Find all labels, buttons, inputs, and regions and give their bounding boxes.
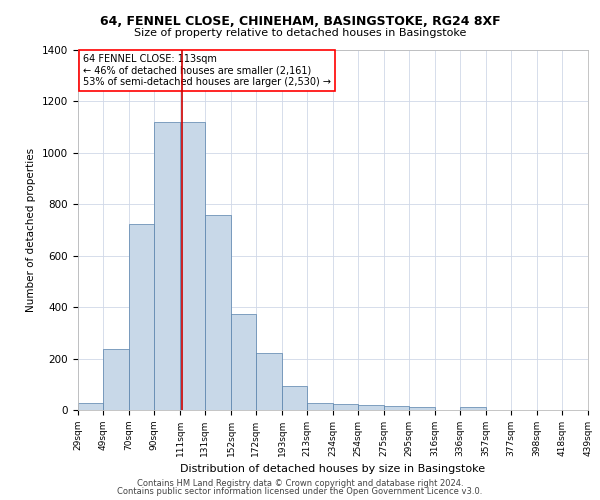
Bar — [154, 122, 180, 410]
Bar — [205, 214, 231, 410]
Text: Size of property relative to detached houses in Basingstoke: Size of property relative to detached ho… — [134, 28, 466, 38]
Bar — [358, 405, 384, 410]
Bar — [307, 402, 333, 410]
Bar — [333, 404, 358, 410]
Text: 64, FENNEL CLOSE, CHINEHAM, BASINGSTOKE, RG24 8XF: 64, FENNEL CLOSE, CHINEHAM, BASINGSTOKE,… — [100, 15, 500, 28]
Bar — [384, 406, 409, 410]
Bar — [129, 224, 154, 410]
Bar — [231, 314, 256, 410]
Bar — [460, 408, 486, 410]
Bar — [103, 349, 129, 410]
Text: Contains HM Land Registry data © Crown copyright and database right 2024.: Contains HM Land Registry data © Crown c… — [137, 478, 463, 488]
Y-axis label: Number of detached properties: Number of detached properties — [26, 148, 37, 312]
Bar — [409, 408, 435, 410]
Bar — [256, 354, 282, 410]
X-axis label: Distribution of detached houses by size in Basingstoke: Distribution of detached houses by size … — [181, 464, 485, 474]
Bar — [282, 386, 307, 410]
Text: 64 FENNEL CLOSE: 113sqm
← 46% of detached houses are smaller (2,161)
53% of semi: 64 FENNEL CLOSE: 113sqm ← 46% of detache… — [83, 54, 331, 87]
Bar — [78, 402, 103, 410]
Bar — [180, 122, 205, 410]
Text: Contains public sector information licensed under the Open Government Licence v3: Contains public sector information licen… — [118, 487, 482, 496]
